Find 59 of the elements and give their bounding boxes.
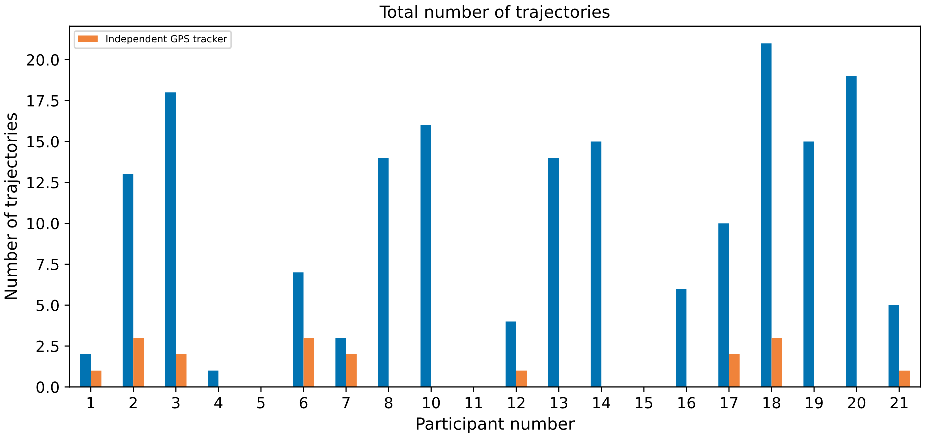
bar <box>208 370 219 388</box>
x-tick-label: 8 <box>385 397 393 409</box>
x-tick-label: 14 <box>594 397 610 409</box>
bar <box>80 354 92 388</box>
x-tick-label: 10 <box>423 397 440 409</box>
bar <box>676 289 687 388</box>
chart-title: Total number of trajectories <box>380 5 610 22</box>
x-tick-label: 11 <box>466 397 482 409</box>
x-tick-label: 19 <box>806 397 823 409</box>
x-tick-label: 15 <box>636 397 653 409</box>
x-tick-label: 13 <box>551 397 568 409</box>
y-tick-label: 2.5 <box>36 340 59 352</box>
bar <box>176 354 187 388</box>
bar <box>516 370 528 388</box>
bar <box>122 174 134 388</box>
bar <box>346 354 357 388</box>
bar <box>378 158 389 388</box>
x-tick-label: 4 <box>214 397 223 409</box>
x-tick-label: 17 <box>721 397 738 409</box>
bar <box>772 338 782 388</box>
bar <box>134 338 144 388</box>
y-tick-label: 12.5 <box>28 177 59 189</box>
x-tick-label: 3 <box>172 397 180 409</box>
x-tick-label: 18 <box>764 397 780 409</box>
bar <box>548 158 560 388</box>
bar <box>899 370 910 388</box>
bar <box>590 142 602 388</box>
bar <box>91 370 102 388</box>
y-tick-label: 5.0 <box>36 300 60 312</box>
y-tick-label: 20.0 <box>27 54 60 66</box>
y-tick-label: 17.5 <box>28 96 59 107</box>
bar <box>336 338 346 388</box>
bar <box>888 305 900 388</box>
bar <box>506 322 516 388</box>
legend-label: Independent GPS tracker <box>106 35 228 45</box>
y-axis-title: Number of trajectories <box>4 113 20 300</box>
x-tick-label: 2 <box>130 397 137 409</box>
y-tick-label: 0.0 <box>36 382 60 394</box>
bar <box>165 92 176 388</box>
x-tick-label: 20 <box>848 397 866 409</box>
bar <box>804 142 814 388</box>
x-tick-label: 5 <box>258 397 265 409</box>
y-tick-label: 15.0 <box>28 136 60 148</box>
y-tick-label: 10.0 <box>28 218 60 230</box>
x-tick-label: 12 <box>508 397 525 409</box>
x-tick-label: 7 <box>342 397 350 409</box>
x-tick-label: 21 <box>890 397 908 409</box>
x-tick-label: 16 <box>678 397 696 409</box>
bar <box>846 76 857 388</box>
x-tick-label: 6 <box>300 397 308 409</box>
bar <box>420 125 432 388</box>
bar <box>293 272 304 388</box>
y-tick-label: 7.5 <box>36 259 59 270</box>
bar <box>761 44 772 388</box>
bar <box>304 338 314 388</box>
bar <box>718 224 730 388</box>
bar <box>729 354 740 388</box>
x-tick-label: 1 <box>88 397 94 409</box>
x-axis-title: Participant number <box>417 417 576 434</box>
